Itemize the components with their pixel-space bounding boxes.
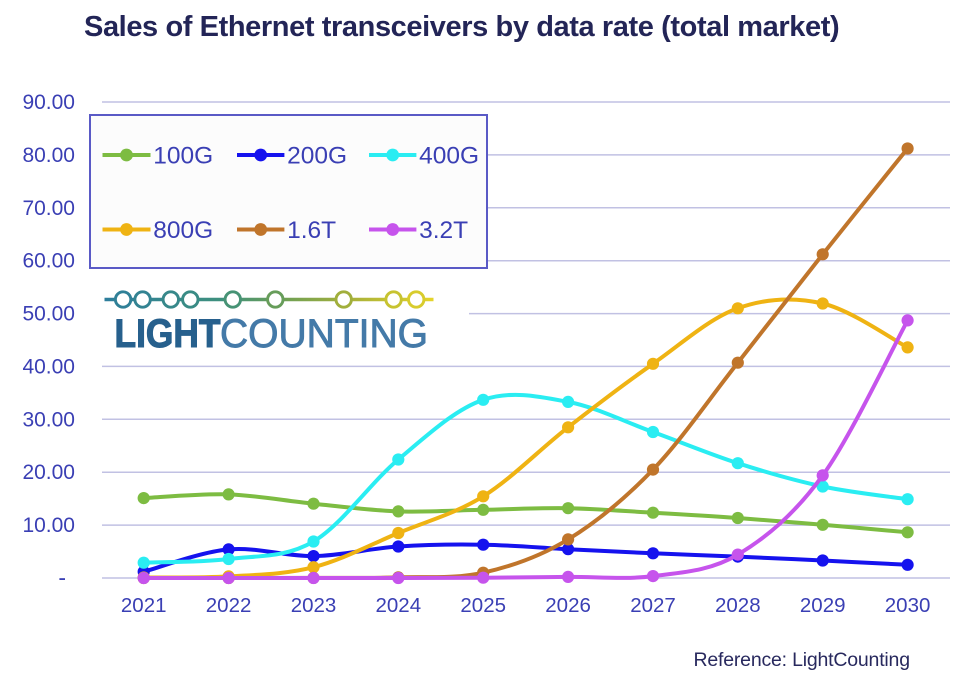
svg-text:90.00: 90.00 [22,91,75,114]
svg-text:LIGHT: LIGHT [115,312,221,356]
svg-text:2026: 2026 [545,594,591,617]
svg-text:1.6T: 1.6T [287,217,336,244]
svg-text:70.00: 70.00 [22,197,75,220]
svg-text:3.2T: 3.2T [419,217,468,244]
svg-text:100G: 100G [153,143,213,170]
svg-text:2025: 2025 [460,594,506,617]
svg-text:50.00: 50.00 [22,303,75,326]
svg-text:COUNTING: COUNTING [220,312,428,356]
svg-text:200G: 200G [287,143,347,170]
svg-text:Sales of Ethernet transceivers: Sales of Ethernet transceivers by data r… [84,11,839,43]
svg-text:40.00: 40.00 [22,355,75,378]
svg-text:2028: 2028 [715,594,761,617]
svg-text:400G: 400G [419,143,479,170]
svg-text:2027: 2027 [630,594,676,617]
svg-text:Reference: LightCounting: Reference: LightCounting [694,649,910,671]
svg-text:60.00: 60.00 [22,250,75,273]
svg-text:2024: 2024 [375,594,421,617]
svg-text:2023: 2023 [291,594,337,617]
svg-text:-: - [58,565,66,591]
svg-text:30.00: 30.00 [22,408,75,431]
svg-text:2029: 2029 [800,594,846,617]
svg-text:10.00: 10.00 [22,514,75,537]
svg-text:20.00: 20.00 [22,461,75,484]
svg-text:2022: 2022 [206,594,252,617]
svg-text:2030: 2030 [885,594,931,617]
svg-text:2021: 2021 [121,594,167,617]
svg-text:80.00: 80.00 [22,144,75,167]
svg-text:800G: 800G [153,217,213,244]
